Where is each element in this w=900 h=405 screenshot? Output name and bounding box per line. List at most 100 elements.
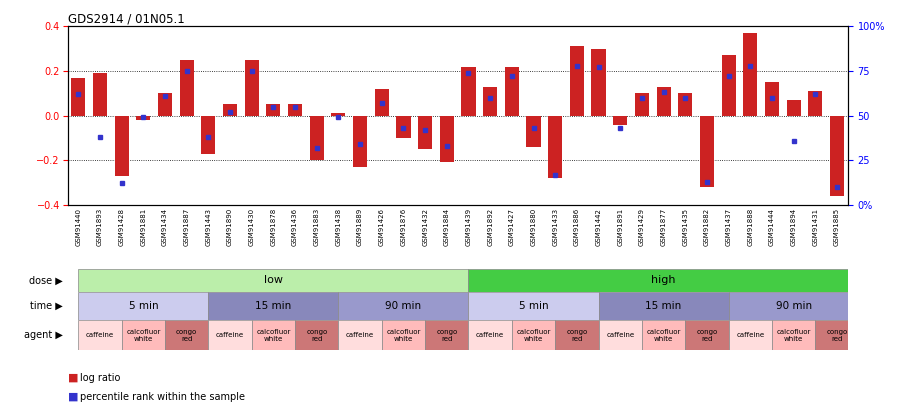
Text: GSM91438: GSM91438 [336, 208, 341, 246]
Text: GSM91888: GSM91888 [747, 208, 753, 246]
Text: caffeine: caffeine [606, 332, 634, 338]
Text: congo
red: congo red [176, 328, 197, 341]
Bar [338, 292, 469, 320]
Text: GSM91444: GSM91444 [769, 208, 775, 246]
Text: calcofluor
white: calcofluor white [256, 328, 291, 341]
Bar [729, 320, 772, 350]
Bar [722, 55, 735, 115]
Bar [209, 292, 338, 320]
Text: GSM91437: GSM91437 [725, 208, 732, 246]
Text: GSM91431: GSM91431 [813, 208, 818, 246]
Bar [772, 320, 815, 350]
Bar [679, 93, 692, 115]
Bar [469, 320, 512, 350]
Bar [743, 33, 757, 115]
Bar [165, 320, 209, 350]
Text: GSM91880: GSM91880 [530, 208, 536, 246]
Bar [71, 78, 86, 115]
Text: caffeine: caffeine [736, 332, 764, 338]
Bar [598, 292, 729, 320]
Text: congo
red: congo red [697, 328, 717, 341]
Text: congo
red: congo red [306, 328, 328, 341]
Text: GSM91432: GSM91432 [422, 208, 428, 246]
Text: agent ▶: agent ▶ [24, 330, 63, 340]
Text: low: low [264, 275, 283, 286]
Text: GSM91428: GSM91428 [119, 208, 125, 246]
Text: time ▶: time ▶ [31, 301, 63, 311]
Bar [245, 60, 259, 115]
Bar [642, 320, 685, 350]
Bar [288, 104, 302, 115]
Bar [310, 115, 324, 160]
Text: GSM91894: GSM91894 [790, 208, 796, 246]
Text: percentile rank within the sample: percentile rank within the sample [80, 392, 245, 402]
Bar [634, 93, 649, 115]
Text: calcofluor
white: calcofluor white [777, 328, 811, 341]
Bar [396, 115, 410, 138]
Text: 15 min: 15 min [645, 301, 681, 311]
Bar [787, 100, 801, 115]
Bar [202, 115, 215, 153]
Bar [136, 115, 150, 120]
Bar [78, 269, 469, 292]
Bar [209, 320, 252, 350]
Bar [815, 320, 859, 350]
Text: GSM91878: GSM91878 [270, 208, 276, 246]
Bar [180, 60, 194, 115]
Text: high: high [652, 275, 676, 286]
Text: dose ▶: dose ▶ [29, 275, 63, 286]
Text: GSM91883: GSM91883 [314, 208, 319, 246]
Text: GSM91877: GSM91877 [661, 208, 667, 246]
Text: calcofluor
white: calcofluor white [646, 328, 680, 341]
Text: calcofluor
white: calcofluor white [517, 328, 551, 341]
Bar [830, 115, 844, 196]
Text: GSM91889: GSM91889 [357, 208, 363, 246]
Text: GSM91887: GSM91887 [184, 208, 190, 246]
Text: caffeine: caffeine [216, 332, 244, 338]
Text: calcofluor
white: calcofluor white [386, 328, 420, 341]
Text: caffeine: caffeine [346, 332, 374, 338]
Text: calcofluor
white: calcofluor white [126, 328, 160, 341]
Bar [425, 320, 469, 350]
Bar [331, 113, 346, 115]
Bar [512, 320, 555, 350]
Text: GSM91427: GSM91427 [508, 208, 515, 246]
Bar [374, 89, 389, 115]
Text: GSM91876: GSM91876 [400, 208, 407, 246]
Text: GSM91881: GSM91881 [140, 208, 147, 246]
Bar [78, 320, 122, 350]
Bar [78, 292, 209, 320]
Bar [469, 292, 598, 320]
Bar [158, 93, 172, 115]
Bar [295, 320, 338, 350]
Text: 5 min: 5 min [518, 301, 548, 311]
Text: GSM91430: GSM91430 [248, 208, 255, 246]
Text: GSM91884: GSM91884 [444, 208, 450, 246]
Text: GSM91882: GSM91882 [704, 208, 710, 246]
Text: ■: ■ [68, 392, 78, 402]
Text: GSM91429: GSM91429 [639, 208, 645, 246]
Text: 90 min: 90 min [385, 301, 421, 311]
Text: GDS2914 / 01N05.1: GDS2914 / 01N05.1 [68, 12, 184, 25]
Text: GSM91435: GSM91435 [682, 208, 688, 246]
Bar [418, 115, 432, 149]
Text: GSM91893: GSM91893 [97, 208, 103, 246]
Text: congo
red: congo red [566, 328, 588, 341]
Bar [548, 115, 562, 178]
Bar [765, 82, 779, 115]
Text: GSM91890: GSM91890 [227, 208, 233, 246]
Text: GSM91426: GSM91426 [379, 208, 385, 246]
Text: GSM91436: GSM91436 [292, 208, 298, 246]
Text: GSM91892: GSM91892 [487, 208, 493, 246]
Text: GSM91434: GSM91434 [162, 208, 168, 246]
Text: ■: ■ [68, 373, 78, 383]
Bar [570, 47, 584, 115]
Text: GSM91442: GSM91442 [596, 208, 601, 246]
Bar [122, 320, 165, 350]
Bar [440, 115, 454, 162]
Bar [469, 269, 859, 292]
Bar [729, 292, 859, 320]
Bar [700, 115, 714, 187]
Bar [656, 87, 670, 115]
Text: 15 min: 15 min [256, 301, 292, 311]
